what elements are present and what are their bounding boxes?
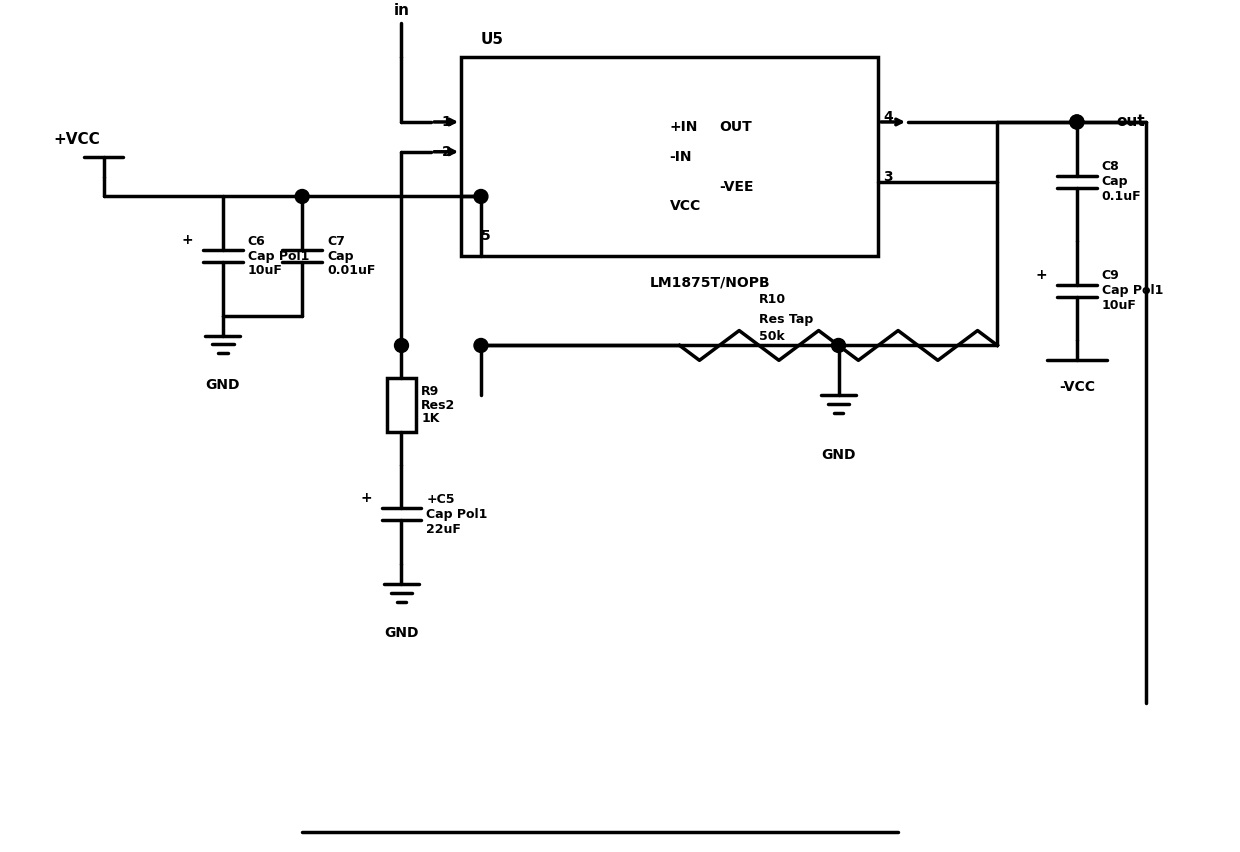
Circle shape [1070,115,1084,129]
Text: C6: C6 [248,234,265,248]
Text: 5: 5 [481,229,491,243]
Text: GND: GND [384,626,419,641]
Circle shape [474,189,487,204]
Circle shape [1070,115,1084,129]
Text: GND: GND [206,378,241,392]
Text: +VCC: +VCC [53,132,100,147]
Text: Cap Pol1: Cap Pol1 [1101,285,1163,297]
Text: Res2: Res2 [422,399,455,412]
Text: U5: U5 [481,32,503,48]
Text: R10: R10 [759,293,786,306]
Text: Cap Pol1: Cap Pol1 [427,508,487,521]
Text: out: out [1116,114,1146,130]
Circle shape [394,338,408,353]
Text: -IN: -IN [670,150,692,164]
Text: 22uF: 22uF [427,522,461,536]
Text: Cap Pol1: Cap Pol1 [248,250,309,262]
Text: 3: 3 [883,170,893,183]
Text: 10uF: 10uF [248,264,283,278]
Text: R9: R9 [422,385,440,398]
Text: Cap: Cap [1101,175,1128,188]
Text: 1K: 1K [422,412,440,425]
Bar [461,57,878,256]
Text: C7: C7 [327,234,345,248]
Text: -VCC: -VCC [1059,380,1095,394]
Text: 0.01uF: 0.01uF [327,264,376,278]
Bar [387,378,417,432]
Text: +IN: +IN [670,120,698,134]
Text: VCC: VCC [670,199,701,213]
Text: 1: 1 [441,115,451,129]
Text: -VEE: -VEE [719,180,754,193]
Text: +C5: +C5 [427,493,455,506]
Text: LM1875T/NOPB: LM1875T/NOPB [650,276,770,290]
Text: 4: 4 [883,110,893,124]
Circle shape [295,189,309,204]
Text: +: + [1035,268,1047,282]
Text: +: + [181,233,193,247]
Circle shape [474,338,487,353]
Text: 50k: 50k [759,331,785,343]
Text: 0.1uF: 0.1uF [1101,190,1141,203]
Text: OUT: OUT [719,120,753,134]
Text: 10uF: 10uF [1101,299,1137,312]
Text: 2: 2 [441,145,451,158]
Text: in: in [393,3,409,18]
Circle shape [832,338,846,353]
Text: C8: C8 [1101,160,1120,173]
Text: +: + [360,492,372,505]
Text: Cap: Cap [327,250,353,262]
Text: C9: C9 [1101,269,1120,282]
Text: GND: GND [821,447,856,462]
Text: Res Tap: Res Tap [759,313,813,325]
